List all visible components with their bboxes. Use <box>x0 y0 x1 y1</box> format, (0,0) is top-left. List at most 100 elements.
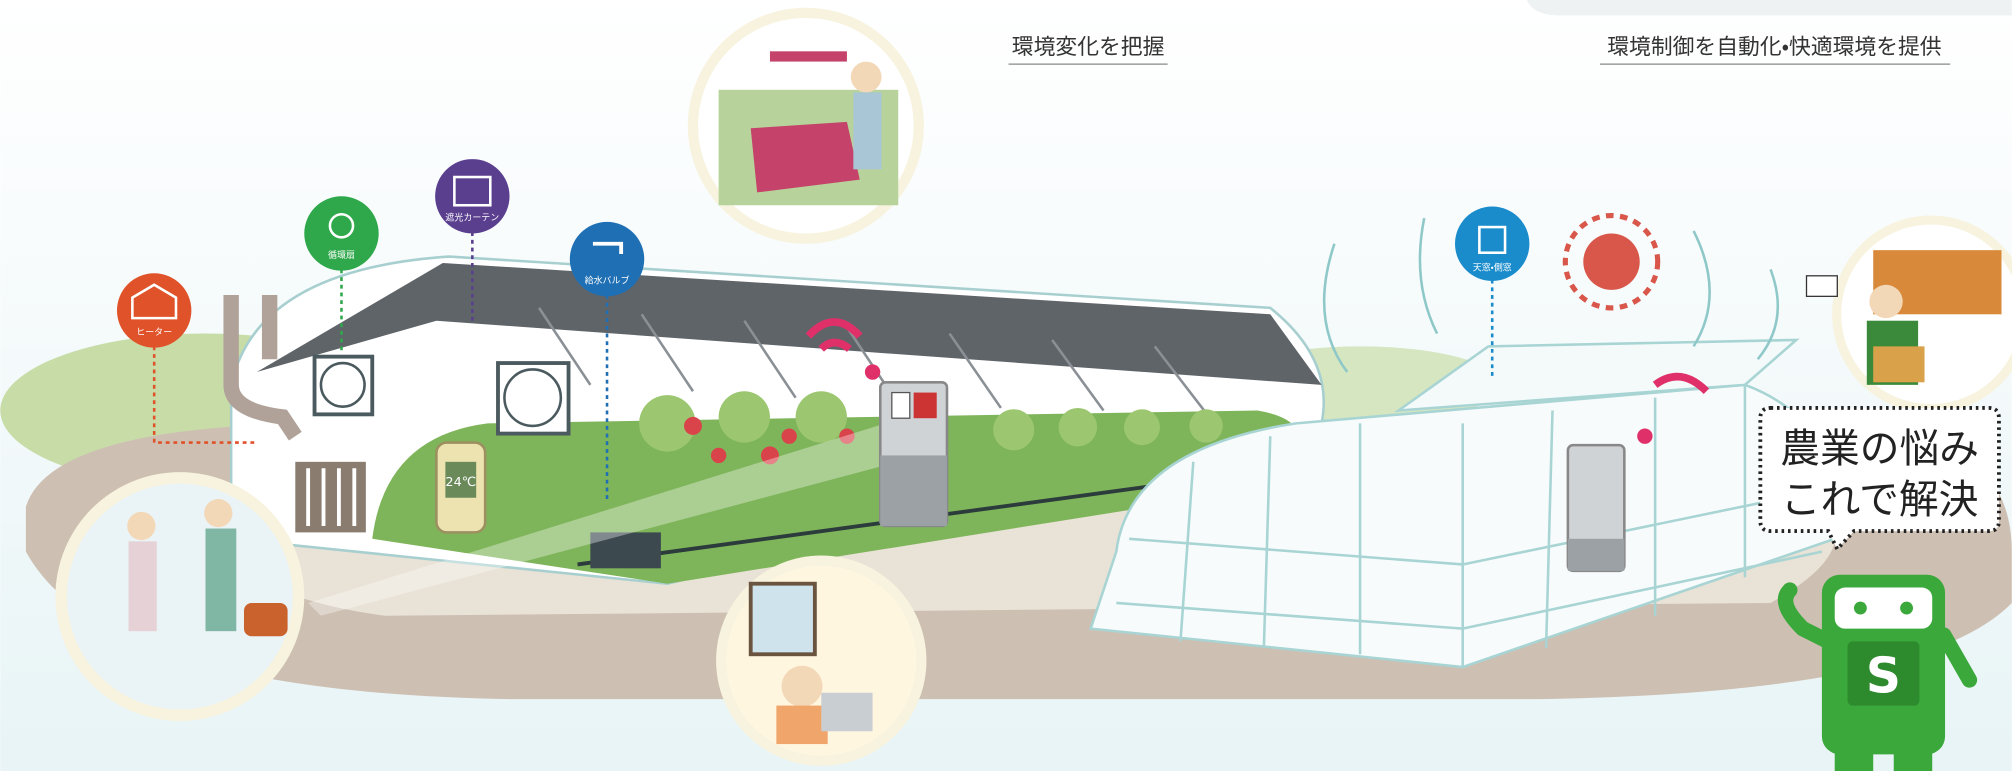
icon-label: 遮光カーテン <box>445 212 499 224</box>
scene-circles-part <box>204 499 233 528</box>
left-greenhouse-part <box>223 295 302 441</box>
left-greenhouse-part-part <box>639 395 696 452</box>
robot: S <box>1777 574 1978 771</box>
controllers-part <box>1567 538 1625 571</box>
right-greenhouse-part <box>1116 384 1835 668</box>
controllers-part <box>913 392 937 419</box>
controllers <box>805 318 1710 573</box>
sun-part <box>1583 233 1640 290</box>
left-greenhouse-part-part <box>743 320 797 399</box>
left-greenhouse: 24℃ <box>223 255 1326 616</box>
left-greenhouse-part-part <box>710 447 727 464</box>
left-greenhouse-part <box>308 423 899 616</box>
icon-label: ヒーター <box>136 327 172 338</box>
left-greenhouse-part-part <box>1124 409 1160 446</box>
scene-circles-part <box>750 121 860 193</box>
right-greenhouse-part-part <box>1544 410 1554 648</box>
equipment-icons-part <box>1478 225 1507 255</box>
left-greenhouse-part-part <box>1189 409 1223 443</box>
left-greenhouse-part-part <box>640 313 695 392</box>
heading: 環境制御を自動化・快適環境を提供 <box>1607 35 1941 60</box>
equipment-icons-part <box>304 196 379 271</box>
robot-letter: S <box>1866 649 1901 705</box>
background-part <box>1526 0 2012 16</box>
scene-circles <box>55 7 2012 766</box>
controllers-part <box>1652 372 1710 395</box>
left-greenhouse-part-part <box>781 428 797 444</box>
left-greenhouse-part-part <box>718 391 770 443</box>
controllers-part <box>880 455 947 526</box>
scene-circles-part <box>821 692 873 732</box>
speech-bubble-part <box>1758 406 2001 553</box>
left-greenhouse-part-part <box>760 446 779 465</box>
left-greenhouse-part-part <box>948 332 1002 409</box>
left-greenhouse-part-part <box>1153 345 1208 414</box>
robot-part <box>1893 750 1933 771</box>
left-greenhouse-part-part <box>839 428 855 444</box>
equipment-icons-part <box>1455 206 1530 281</box>
equipment-icons-part <box>592 241 624 255</box>
heading: 環境変化を把握 <box>1012 35 1165 60</box>
scene-circles-part <box>66 483 293 710</box>
scene-circles-part <box>781 665 823 707</box>
left-greenhouse-part <box>503 368 563 428</box>
equipment-icons-part <box>116 273 192 348</box>
left-greenhouse-part-part <box>684 416 702 435</box>
speech-line: これで解決 <box>1781 477 1979 523</box>
robot-part <box>1936 627 1978 688</box>
icon-label: 給水バルブ <box>585 275 630 287</box>
right-greenhouse-part-part <box>1179 461 1195 642</box>
scene-circles-part <box>1805 275 1838 297</box>
left-greenhouse-part <box>306 468 357 526</box>
left-greenhouse-part <box>590 532 661 569</box>
left-greenhouse-part <box>639 391 1223 452</box>
sun <box>1562 212 1661 311</box>
right-greenhouse <box>1088 217 1838 669</box>
icon-label: 循環扇 <box>328 249 355 261</box>
scene-circles-part <box>748 581 817 657</box>
icon-connectors-part <box>152 346 257 444</box>
left-greenhouse-part <box>256 262 1322 385</box>
controllers-part <box>864 364 881 380</box>
scene-circles-part <box>243 602 288 637</box>
left-greenhouse-part-part <box>537 307 592 386</box>
robot-part <box>1777 582 1837 650</box>
right-greenhouse-part <box>1394 338 1800 413</box>
controllers-part <box>1637 428 1653 444</box>
right-greenhouse-part-part <box>1262 436 1272 648</box>
equipment-icons-part <box>453 175 492 207</box>
scene-circles-part <box>128 541 157 632</box>
thermometer-display: 24℃ <box>445 475 476 490</box>
equipment-icons-part <box>131 283 178 320</box>
scene-circles-part <box>853 92 882 170</box>
right-greenhouse-part-part <box>1756 268 1780 361</box>
robot-part <box>1900 601 1913 615</box>
icon-label: 天窓・側窓 <box>1473 262 1512 274</box>
left-greenhouse-part-part <box>795 391 847 443</box>
controllers-part <box>805 318 863 339</box>
left-greenhouse-part <box>445 461 477 498</box>
equipment-icons: ヒーター 循環扇 遮光カーテン 給水バルブ 天窓・側窓 <box>116 159 1530 348</box>
scene-circles-part <box>1873 346 1925 383</box>
robot-part <box>1834 587 1933 629</box>
speech-bubble: 農業の悩み これで解決 <box>1758 406 2001 553</box>
sun-part <box>1562 212 1661 311</box>
scene-circles-part <box>1869 284 1903 319</box>
left-greenhouse-part <box>319 361 366 408</box>
robot-part <box>1853 601 1867 615</box>
left-greenhouse-part <box>312 354 375 417</box>
equipment-icons-part <box>328 212 355 239</box>
robot-part <box>1834 750 1874 771</box>
left-greenhouse-part <box>684 416 855 465</box>
equipment-icons-part <box>569 221 645 297</box>
scene-circles-part <box>127 511 156 541</box>
scene-circles-part <box>205 528 237 632</box>
right-greenhouse-part <box>1322 217 1780 373</box>
right-greenhouse-part-part <box>1692 230 1711 348</box>
right-greenhouse-part-part <box>1322 243 1349 373</box>
right-greenhouse-part-part <box>1418 217 1439 335</box>
scene-circles-part <box>769 51 847 62</box>
scene-circles-part <box>776 705 828 745</box>
controllers-part <box>818 338 852 353</box>
